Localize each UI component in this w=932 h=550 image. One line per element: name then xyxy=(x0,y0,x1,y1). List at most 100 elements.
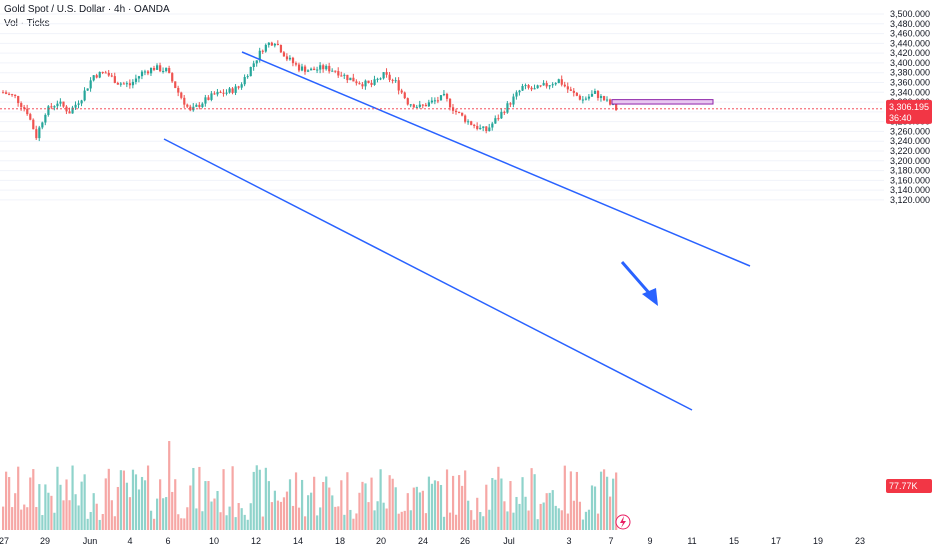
candle-body xyxy=(249,67,252,77)
candle-body xyxy=(252,63,255,68)
volume-bar xyxy=(340,480,343,530)
candle-body xyxy=(228,88,231,93)
candle-body xyxy=(515,92,518,97)
candle-body xyxy=(300,66,304,71)
volume-bar xyxy=(530,468,533,530)
volume-bar xyxy=(146,465,150,530)
volume-bar xyxy=(370,477,373,530)
current-price-value: 3,306.195 xyxy=(889,102,929,112)
candle-body xyxy=(596,91,600,98)
volume-bar xyxy=(352,518,355,530)
volume-bar xyxy=(186,507,189,530)
volume-bar xyxy=(569,471,572,530)
volume-bar xyxy=(307,495,310,530)
candle-body xyxy=(38,127,41,139)
candle-body xyxy=(143,71,147,73)
candle-body xyxy=(68,111,71,114)
trendlines xyxy=(163,51,751,411)
candle-body xyxy=(340,75,343,77)
candle-body xyxy=(32,119,35,130)
candle-body xyxy=(294,63,298,65)
candle-body xyxy=(5,92,8,94)
volume-bar xyxy=(427,476,431,530)
volume-bar xyxy=(521,477,524,530)
candle-body xyxy=(83,90,86,101)
volume-bar xyxy=(153,518,156,530)
volume-bar xyxy=(439,484,443,530)
volume-bar xyxy=(143,480,147,530)
volume-bar xyxy=(219,512,222,530)
candle-body xyxy=(464,115,467,122)
candle-body xyxy=(415,106,418,108)
time-tick-label: 19 xyxy=(813,536,823,546)
candle-body xyxy=(77,103,80,105)
volume-bar xyxy=(2,506,5,530)
candle-body xyxy=(473,124,476,127)
volume-bar xyxy=(418,492,421,530)
volume-bar xyxy=(602,469,606,530)
candle-body xyxy=(35,129,38,139)
volume-bar xyxy=(168,441,171,530)
volume-bar xyxy=(542,502,545,530)
time-tick-label: 10 xyxy=(209,536,219,546)
candle-body xyxy=(509,103,512,105)
candle-body xyxy=(373,79,376,85)
candle-body xyxy=(246,76,249,78)
candle-body xyxy=(331,70,334,72)
volume-bar xyxy=(267,481,270,530)
volume-bar xyxy=(304,516,307,530)
time-tick-label: 23 xyxy=(855,536,865,546)
candle-body xyxy=(349,77,352,81)
volume-bar xyxy=(470,510,473,530)
candle-body xyxy=(439,95,443,101)
volume-bar xyxy=(297,507,301,530)
volume-bar xyxy=(473,519,476,530)
candle-body xyxy=(213,93,216,95)
volume-bar xyxy=(436,481,440,530)
volume-bar xyxy=(391,478,394,530)
volume-bar xyxy=(276,500,280,530)
time-axis[interactable]: 27 29 Jun 4 6 10 12 14 18 20 24 26 Jul 3 7 9 11 15 17 19 23 xyxy=(0,536,865,546)
candle-body xyxy=(361,84,364,87)
candle-body xyxy=(20,103,23,108)
volume-bar xyxy=(264,467,267,530)
volume-bar xyxy=(210,501,213,530)
volume-bar xyxy=(101,514,104,530)
volume-bar xyxy=(551,490,554,530)
volume-bar xyxy=(98,519,101,530)
volume-bar xyxy=(593,486,597,530)
candle-body xyxy=(304,66,307,72)
volume-bar xyxy=(524,496,527,530)
candle-body xyxy=(276,43,280,46)
volume-bar xyxy=(291,505,295,530)
candle-body xyxy=(391,79,394,81)
candle-body xyxy=(539,85,542,87)
price-tick-label: 3,220.000 xyxy=(890,146,930,156)
volume-bar xyxy=(198,466,201,530)
volume-bar xyxy=(128,497,132,530)
volume-bar xyxy=(609,496,612,530)
time-tick-label: Jun xyxy=(83,536,98,546)
candle-body xyxy=(388,74,391,80)
volume-bar xyxy=(119,470,122,530)
candle-body xyxy=(461,112,464,116)
volume-bar xyxy=(364,483,367,530)
volume-bar xyxy=(131,469,135,530)
volume-bar xyxy=(8,477,11,530)
candle-body xyxy=(216,91,219,95)
candle-body xyxy=(593,91,597,94)
candle-body xyxy=(364,80,367,87)
price-tick-label: 3,400.000 xyxy=(890,58,930,68)
candle-body xyxy=(563,84,566,87)
volume-bar xyxy=(50,495,53,530)
time-tick-label: 14 xyxy=(293,536,303,546)
candle-body xyxy=(343,74,346,76)
candle-body xyxy=(291,57,295,64)
candle-body xyxy=(131,81,135,86)
candle-body xyxy=(352,77,355,82)
candle-body xyxy=(177,87,180,93)
volume-bar xyxy=(171,491,174,530)
candle-body xyxy=(436,100,440,102)
